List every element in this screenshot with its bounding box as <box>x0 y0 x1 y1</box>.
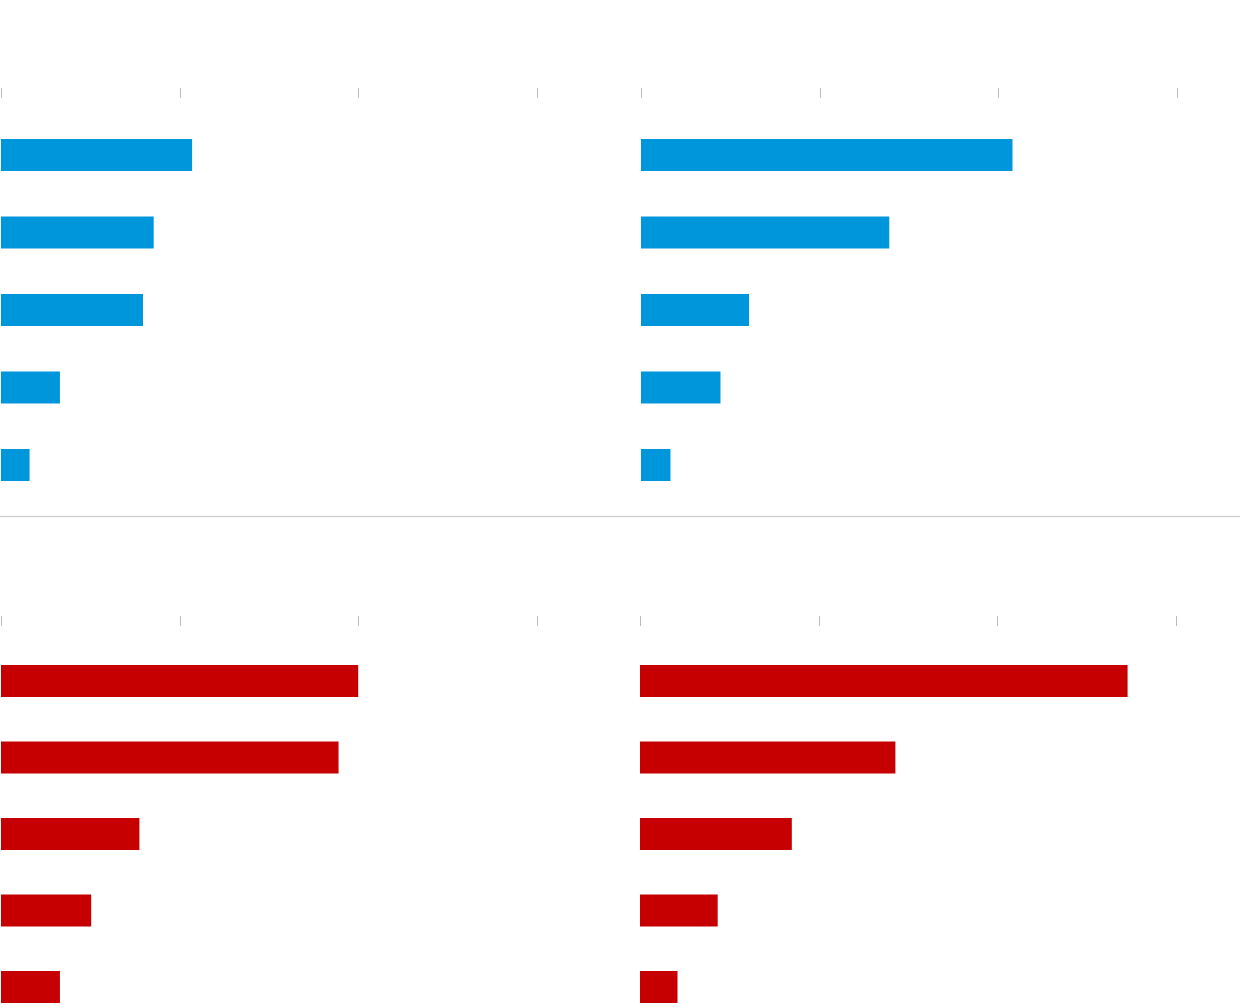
bar <box>1 971 60 1003</box>
bar <box>1 371 60 404</box>
chart-panel-bottom-left <box>1 616 538 1003</box>
bar <box>640 741 896 774</box>
bar <box>641 371 721 404</box>
bar <box>640 894 718 927</box>
bar <box>1 818 140 850</box>
bar <box>641 139 1013 171</box>
bar <box>640 971 678 1003</box>
chart-panels <box>1 88 1178 1003</box>
chart-panel-top-right <box>641 88 1178 481</box>
bar <box>1 139 193 171</box>
bar <box>1 216 154 249</box>
chart-panel-bottom-right <box>640 616 1177 1003</box>
bar <box>641 294 750 326</box>
bar <box>1 741 339 774</box>
bar <box>1 894 92 927</box>
bar <box>640 818 792 850</box>
chart-panel-top-left <box>1 88 538 481</box>
bar <box>641 216 890 249</box>
bar <box>1 665 359 697</box>
bar <box>641 449 671 481</box>
bar <box>1 294 143 326</box>
bar <box>640 665 1128 697</box>
bar <box>1 449 30 481</box>
